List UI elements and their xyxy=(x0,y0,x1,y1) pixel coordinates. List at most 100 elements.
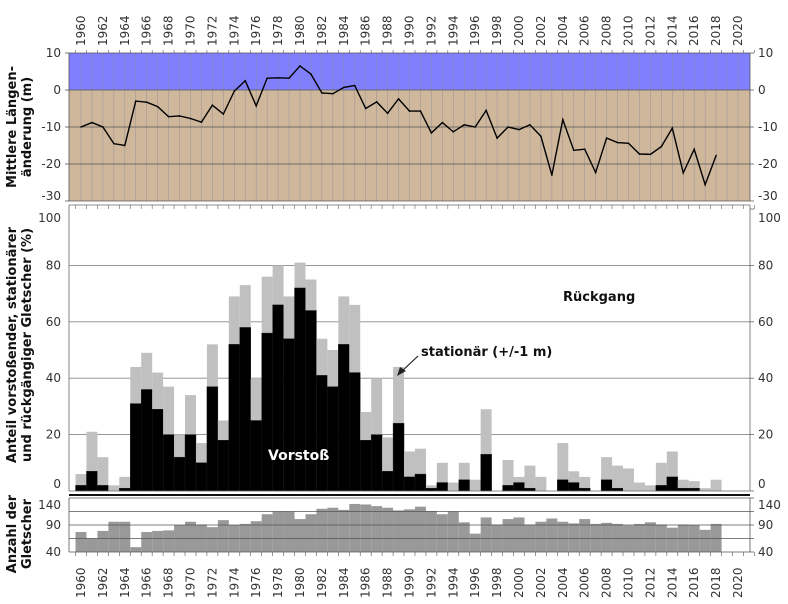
y-tick-label-right: 140 xyxy=(758,498,781,512)
glacier-count-bar xyxy=(217,520,229,552)
stationary-bar xyxy=(338,296,350,345)
data-point xyxy=(518,128,520,131)
stationary-bar xyxy=(414,448,426,475)
data-point xyxy=(529,123,531,126)
stationary-bar xyxy=(601,457,613,480)
share-panel: 0 0 20 20 40 40 60 60 80 80 100 100 xyxy=(38,204,781,492)
x-tick-label-top: 2000 xyxy=(512,15,526,46)
count-panel: 40 40 90 90 140 140 xyxy=(38,494,781,559)
data-point xyxy=(113,142,115,145)
y-tick-label-right: 40 xyxy=(758,545,773,559)
data-point xyxy=(463,123,466,126)
data-point xyxy=(583,148,586,150)
stationary-bar xyxy=(152,372,164,410)
glacier-count-bar xyxy=(513,517,525,552)
x-tick-label-top: 2020 xyxy=(731,15,745,46)
data-point xyxy=(124,144,126,147)
stationary-bar xyxy=(404,451,415,477)
stationary-bar xyxy=(579,476,591,489)
glacier-count-bar xyxy=(644,522,656,552)
glacier-count-bar xyxy=(97,530,109,552)
glacier-count-bar xyxy=(447,511,459,552)
x-tick-label-bottom: 1996 xyxy=(468,567,482,598)
data-point xyxy=(277,76,279,79)
mid-ylabel-line1: Anteil vorstoßender, stationärer xyxy=(5,226,20,463)
data-point xyxy=(310,73,312,75)
advance-bar xyxy=(513,482,525,492)
stationary-bar xyxy=(261,276,273,334)
x-tick-label-bottom: 2012 xyxy=(643,567,657,598)
glacier-count-bar xyxy=(294,519,306,552)
stationary-bar xyxy=(316,338,328,376)
data-point xyxy=(660,145,663,148)
x-tick-label-bottom: 1970 xyxy=(184,567,198,598)
advance-bar xyxy=(261,332,273,492)
data-point xyxy=(605,137,608,139)
glacier-count-bar xyxy=(316,508,328,552)
data-point xyxy=(145,101,148,104)
glacier-count-bar xyxy=(371,506,383,552)
advance-bar xyxy=(86,471,98,492)
x-tick-label-top: 1968 xyxy=(162,15,176,46)
data-point xyxy=(704,183,706,186)
glacier-count-bar xyxy=(579,519,591,552)
advance-bar xyxy=(688,487,700,492)
y-tick-label-left: 60 xyxy=(46,315,61,329)
data-point xyxy=(638,153,641,155)
x-tick-label-top: 1998 xyxy=(490,15,504,46)
data-point xyxy=(134,100,137,102)
x-tick-label-bottom: 2014 xyxy=(665,567,679,598)
glacier-count-bar xyxy=(535,521,547,552)
glacier-count-bar xyxy=(163,530,175,552)
glacier-count-bar xyxy=(250,521,262,552)
advance-bar xyxy=(557,479,569,492)
advance-bar xyxy=(524,487,536,492)
x-tick-label-top: 2016 xyxy=(687,15,701,46)
stationary-bar xyxy=(458,462,470,480)
y-tick-label-right: 20 xyxy=(758,428,773,442)
glacier-count-bar xyxy=(305,514,317,552)
x-tick-label-bottom: 1994 xyxy=(446,567,460,598)
x-tick-label-bottom: 2018 xyxy=(709,567,723,598)
x-tick-label-top: 1992 xyxy=(424,15,438,46)
x-tick-label-top: 1980 xyxy=(293,15,307,46)
glacier-count-bar xyxy=(710,523,722,552)
y-tick-label-left: -10 xyxy=(41,120,61,134)
data-point xyxy=(343,86,345,89)
data-point xyxy=(485,109,487,112)
x-tick-label-bottom: 1974 xyxy=(227,567,241,598)
stationary-bar xyxy=(535,476,547,491)
advance-bar xyxy=(206,386,219,492)
data-point xyxy=(211,104,214,106)
stationary-bar xyxy=(239,285,251,328)
top-ylabel-line2: änderung (m) xyxy=(20,77,35,177)
advance-bar xyxy=(349,372,361,492)
stationary-bar xyxy=(699,488,711,491)
glacier-count-bar xyxy=(404,509,415,552)
x-tick-label-bottom: 1972 xyxy=(205,567,219,598)
x-tick-label-bottom: 1988 xyxy=(381,567,395,598)
x-tick-label-top: 1972 xyxy=(205,15,219,46)
data-point xyxy=(397,98,400,100)
stationary-bar xyxy=(272,265,284,305)
annotation-retreat: Rückgang xyxy=(563,290,635,305)
stationary-bar xyxy=(688,481,700,489)
bot-ylabel-line1: Anzahl der xyxy=(5,494,20,573)
x-tick-label-top: 2012 xyxy=(643,15,657,46)
x-tick-label-bottom: 1992 xyxy=(424,567,438,598)
x-tick-label-bottom: 2002 xyxy=(534,567,548,598)
advance-bar xyxy=(338,344,350,492)
glacier-count-bar xyxy=(86,538,98,552)
x-tick-label-bottom: 1984 xyxy=(337,567,351,598)
stationary-bar xyxy=(206,344,218,387)
x-tick-label-top: 1984 xyxy=(337,15,351,46)
glacier-count-bar xyxy=(349,503,361,552)
x-tick-label-bottom: 1990 xyxy=(403,567,417,598)
advance-bar xyxy=(316,375,328,492)
advance-bar xyxy=(75,485,87,492)
data-point xyxy=(244,79,247,82)
stationary-bar xyxy=(623,468,634,491)
data-point xyxy=(430,132,433,134)
stationary-bar xyxy=(228,296,240,345)
y-tick-label-left: 140 xyxy=(38,498,61,512)
